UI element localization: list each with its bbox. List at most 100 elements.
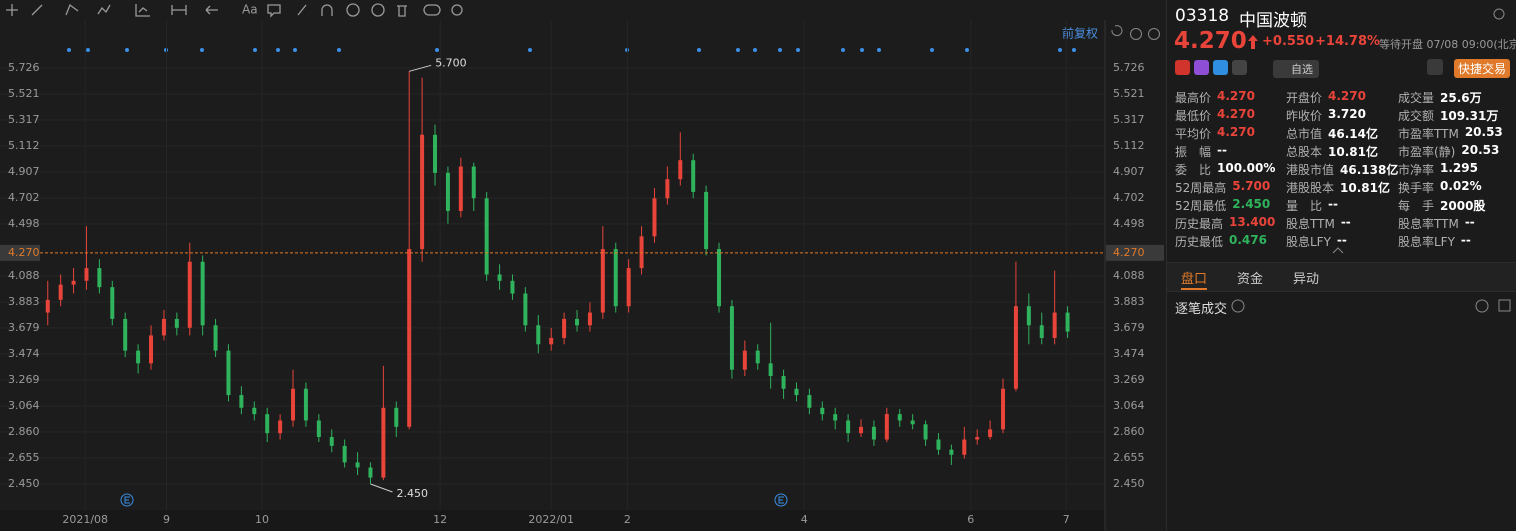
tag-info [1213, 60, 1228, 75]
candle-body [497, 274, 502, 281]
y-tick-label: 4.498 [1113, 217, 1145, 230]
tool-measure[interactable] [171, 5, 187, 15]
tool-delete[interactable] [397, 5, 407, 17]
stat-label: 总股本 [1286, 145, 1323, 159]
y-tick-label-left: 4.088 [8, 269, 40, 282]
stat-label: 每 手 [1398, 199, 1435, 213]
stat-label: 市盈率TTM [1398, 127, 1459, 141]
candle-body [213, 325, 218, 351]
settings[interactable] [1491, 6, 1507, 22]
help[interactable] [1231, 299, 1245, 313]
quote-panel: 03318 中国波顿 4.270 +0.550 +14.78% 等待开盘 07/… [1166, 0, 1516, 531]
change: +0.550 [1262, 34, 1315, 49]
section-tools[interactable] [1475, 299, 1511, 313]
y-tick-label-left: 5.726 [8, 61, 40, 74]
candle-body [381, 407, 386, 478]
y-tick-label-left: 2.450 [8, 477, 40, 490]
price-tag: 4.270 [1113, 246, 1145, 259]
stat-label: 港股市值 [1286, 163, 1335, 177]
stat-value: -- [1340, 215, 1351, 229]
stat-label: 股息LFY [1286, 235, 1331, 249]
tool-settings[interactable] [451, 4, 463, 16]
y-tick-label: 3.679 [1113, 321, 1145, 334]
tool-wave[interactable] [97, 4, 111, 15]
tab[interactable]: 资金 [1237, 272, 1264, 287]
tool-note[interactable] [267, 4, 281, 18]
dividend-markers [120, 493, 788, 507]
low-leader [370, 483, 393, 493]
candle-body [484, 198, 489, 275]
candle-body [639, 236, 644, 269]
candle-body [742, 350, 747, 370]
candle-body [975, 436, 980, 440]
tab-bar [1167, 262, 1516, 292]
candle-body [794, 388, 799, 396]
candle-body [161, 318, 166, 336]
plot: 2.450 2.450 2.655 2.655 2.860 2.860 3.064 3.064… [0, 20, 1164, 526]
up-arrow [1248, 35, 1258, 49]
tool-fib[interactable] [135, 4, 150, 17]
candle-body [652, 198, 657, 237]
y-tick-label: 2.655 [1113, 451, 1145, 464]
tab[interactable]: 异动 [1293, 272, 1320, 287]
candle-body [84, 268, 89, 281]
watch-button[interactable]: 自选 [1273, 60, 1319, 78]
candle-body [575, 318, 580, 326]
stat-label: 股息率TTM [1398, 217, 1459, 231]
tool-channel[interactable] [65, 3, 79, 16]
tool-eye[interactable] [346, 3, 360, 17]
stat-value: -- [1464, 215, 1475, 229]
candle-body [988, 429, 993, 437]
tool-undo[interactable] [205, 5, 218, 15]
reset[interactable] [1111, 25, 1123, 37]
y-tick-label: 4.702 [1113, 191, 1145, 204]
collapse[interactable] [1331, 246, 1345, 256]
candle-body [174, 318, 179, 328]
tool-font[interactable]: Aa [242, 3, 258, 17]
tool-magnet[interactable] [321, 4, 333, 16]
tool-line[interactable] [31, 4, 43, 16]
candle-body [252, 407, 257, 415]
x-tick-label: 2022/01 [528, 513, 574, 526]
candle-body [1026, 306, 1031, 326]
candle-body [691, 160, 696, 192]
stat-value: 13.400 [1229, 215, 1276, 229]
tool-hide[interactable] [371, 3, 385, 17]
market-status: 等待开盘 07/08 09:00(北京) [1379, 38, 1516, 51]
stat-label: 开盘价 [1286, 91, 1323, 105]
candle-body [1039, 325, 1044, 338]
alert-button[interactable] [1427, 59, 1443, 75]
y-tick-label-left: 4.702 [8, 191, 40, 204]
x-tick-label: 10 [255, 513, 269, 526]
stat-value: 20.53 [1461, 143, 1500, 157]
zoom-out[interactable] [1130, 28, 1142, 40]
stat-label: 股息TTM [1286, 217, 1335, 231]
stat-value: 5.700 [1232, 179, 1271, 193]
y-tick-label-left: 4.907 [8, 165, 40, 178]
zoom-in[interactable] [1148, 28, 1160, 40]
stat-value: 10.81亿 [1328, 145, 1378, 159]
stat-label: 历史最高 [1175, 217, 1224, 231]
adjust-toggle[interactable]: 前复权 [1062, 26, 1098, 41]
tool-toggle[interactable] [423, 4, 441, 16]
toolbar [6, 3, 463, 18]
candle-body [278, 420, 283, 434]
tab[interactable]: 盘口 [1181, 272, 1208, 287]
stat-label: 量 比 [1286, 199, 1323, 213]
y-tick-label-left: 5.521 [8, 87, 40, 100]
tool-pen[interactable] [297, 4, 307, 16]
stat-label: 港股股本 [1286, 181, 1335, 195]
candle-body [110, 287, 115, 319]
x-tick-label: 2 [624, 513, 631, 526]
candle-body [755, 350, 760, 364]
stat-value: -- [1336, 233, 1347, 247]
stat-value: 46.14亿 [1328, 127, 1378, 141]
stat-value: 20.53 [1464, 125, 1503, 139]
candle-body [394, 407, 399, 427]
y-tick-label: 4.907 [1113, 165, 1145, 178]
trade-button[interactable]: 快捷交易 [1454, 59, 1511, 78]
candle-body [510, 280, 515, 294]
tool-move[interactable] [6, 4, 18, 16]
candle-body [420, 134, 425, 250]
